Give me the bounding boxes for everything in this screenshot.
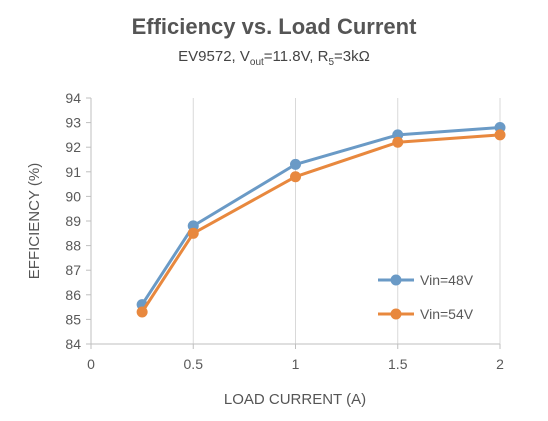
subtitle-prefix: EV9572, V [178, 48, 250, 65]
y-tick-label: 92 [65, 139, 81, 155]
y-tick-label: 93 [65, 115, 81, 131]
data-point [494, 129, 506, 141]
legend-swatch-marker [390, 274, 402, 286]
data-point [392, 136, 404, 148]
chart-title: Efficiency vs. Load Current [131, 14, 417, 39]
y-tick-label: 84 [65, 336, 81, 352]
x-tick-label: 2 [496, 356, 504, 372]
legend-label: Vin=48V [420, 272, 474, 288]
x-axis-label: LOAD CURRENT (A) [224, 391, 366, 408]
legend-entry-1: Vin=54V [378, 306, 474, 322]
subtitle-r-sub: 5 [328, 57, 334, 68]
chart-subtitle: EV9572, Vout=11.8V, R5=3kΩ [0, 48, 548, 68]
tick-labels: 84 85 86 87 88 89 90 91 92 93 94 0 0.5 1 1.5 2 [65, 90, 504, 372]
legend-swatch-marker [390, 308, 402, 320]
axes [86, 97, 501, 349]
legend-entry-0: Vin=48V [378, 272, 474, 288]
subtitle-middle: =11.8V, R [263, 48, 329, 65]
series-1 [136, 129, 506, 318]
series [136, 122, 506, 318]
y-tick-label: 90 [65, 188, 81, 204]
x-tick-label: 0.5 [184, 356, 204, 372]
legend: Vin=48V Vin=54V [378, 272, 474, 322]
subtitle-v-sub: out [249, 57, 264, 68]
y-tick-label: 94 [65, 90, 81, 106]
subtitle-suffix: =3kΩ [334, 48, 370, 65]
y-tick-label: 91 [65, 164, 81, 180]
y-tick-label: 86 [65, 287, 81, 303]
data-point [290, 158, 301, 170]
y-tick-label: 89 [65, 213, 81, 229]
y-tick-label: 85 [65, 311, 81, 327]
x-tick-label: 1 [292, 356, 300, 372]
y-axis-label: EFFICIENCY (%) [26, 163, 43, 279]
data-point [290, 171, 301, 183]
data-point [187, 227, 199, 239]
x-tick-label: 0 [87, 356, 95, 372]
legend-label: Vin=54V [420, 306, 474, 322]
x-tick-label: 1.5 [388, 356, 408, 372]
data-point [136, 306, 148, 318]
y-tick-label: 88 [65, 238, 81, 254]
y-tick-label: 87 [65, 262, 81, 278]
